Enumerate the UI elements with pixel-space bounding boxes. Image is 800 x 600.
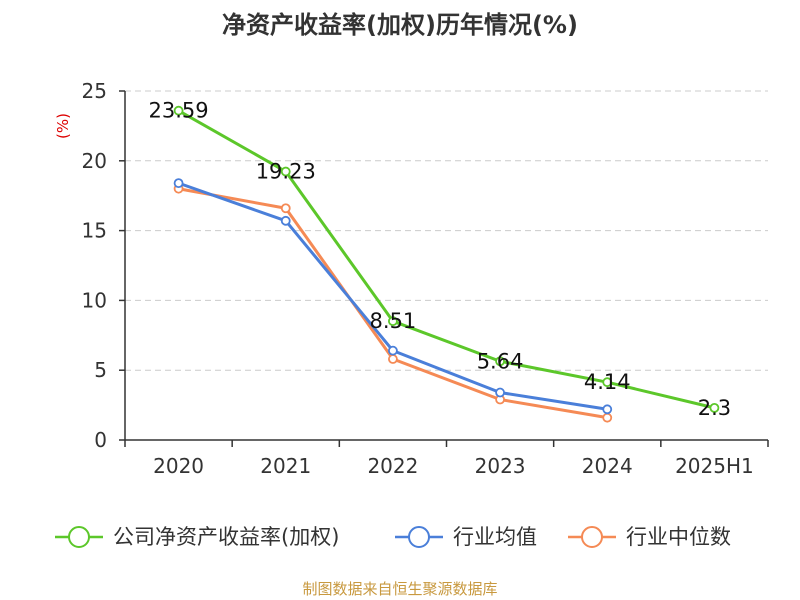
point-2-4 <box>602 412 613 423</box>
data-labels: 23.59 19.23 8.51 5.64 4.14 2.3 <box>149 99 732 420</box>
point-1-3 <box>495 387 505 398</box>
x-tick-label-2022: 2022 <box>367 454 418 478</box>
point-2-1 <box>280 203 291 214</box>
x-tick-label-2024: 2024 <box>582 454 633 478</box>
point-0-4 <box>602 377 613 388</box>
data-label-0-1: 19.23 <box>256 160 316 184</box>
legend-item-1: 行业均值 <box>395 525 537 549</box>
point-1-4 <box>602 404 613 415</box>
point-0-0 <box>173 105 184 116</box>
y-tick-label-15: 15 <box>82 219 107 243</box>
data-label-0-0: 23.59 <box>149 99 209 123</box>
series-0 <box>173 105 720 413</box>
y-tick-label-0: 0 <box>94 428 107 452</box>
legend-marker-0 <box>68 526 90 548</box>
source-note: 制图数据来自恒生聚源数据库 <box>302 580 497 598</box>
legend-label-1: 行业均值 <box>453 525 537 549</box>
legend-label-0: 公司净资产收益率(加权) <box>113 525 339 549</box>
point-0-5 <box>709 402 720 413</box>
grid-lines <box>125 90 768 371</box>
point-0-2 <box>388 316 398 327</box>
series-layer <box>173 105 720 423</box>
data-label-0-3: 5.64 <box>477 349 524 373</box>
series-2 <box>173 183 613 423</box>
axes: 0 5 10 15 20 25 2020 2021 2022 2023 2024 2025H1 <box>82 79 769 478</box>
legend-label-2: 行业中位数 <box>626 525 731 549</box>
y-tick-label-5: 5 <box>94 358 107 382</box>
series-line-0 <box>177 109 716 410</box>
data-label-0-2: 8.51 <box>370 309 417 333</box>
series-line-2 <box>177 187 609 420</box>
point-1-0 <box>173 178 184 189</box>
series-line-1 <box>177 181 609 411</box>
legend: 公司净资产收益率(加权) 行业均值 行业中位数 <box>55 525 731 549</box>
y-tick-label-10: 10 <box>82 288 107 312</box>
y-axis-label: (%) <box>54 113 72 139</box>
x-tick-label-2021: 2021 <box>260 454 311 478</box>
point-1-2 <box>388 345 398 356</box>
x-tick-label-2025H1: 2025H1 <box>675 454 754 478</box>
legend-item-2: 行业中位数 <box>568 525 731 549</box>
chart-title: 净资产收益率(加权)历年情况(%) <box>222 11 578 39</box>
x-tick-label-2020: 2020 <box>153 454 204 478</box>
legend-marker-1 <box>408 526 430 548</box>
legend-item-0: 公司净资产收益率(加权) <box>55 525 339 549</box>
y-tick-label-25: 25 <box>82 79 107 103</box>
point-0-1 <box>280 166 291 177</box>
x-tick-label-2023: 2023 <box>475 454 526 478</box>
legend-marker-2 <box>581 526 603 548</box>
y-tick-label-20: 20 <box>82 149 107 173</box>
point-0-3 <box>495 356 505 367</box>
data-label-0-5: 2.3 <box>698 396 731 420</box>
point-1-1 <box>280 215 291 226</box>
data-label-0-4: 4.14 <box>584 370 631 394</box>
series-1 <box>173 178 613 415</box>
point-2-2 <box>388 354 398 364</box>
